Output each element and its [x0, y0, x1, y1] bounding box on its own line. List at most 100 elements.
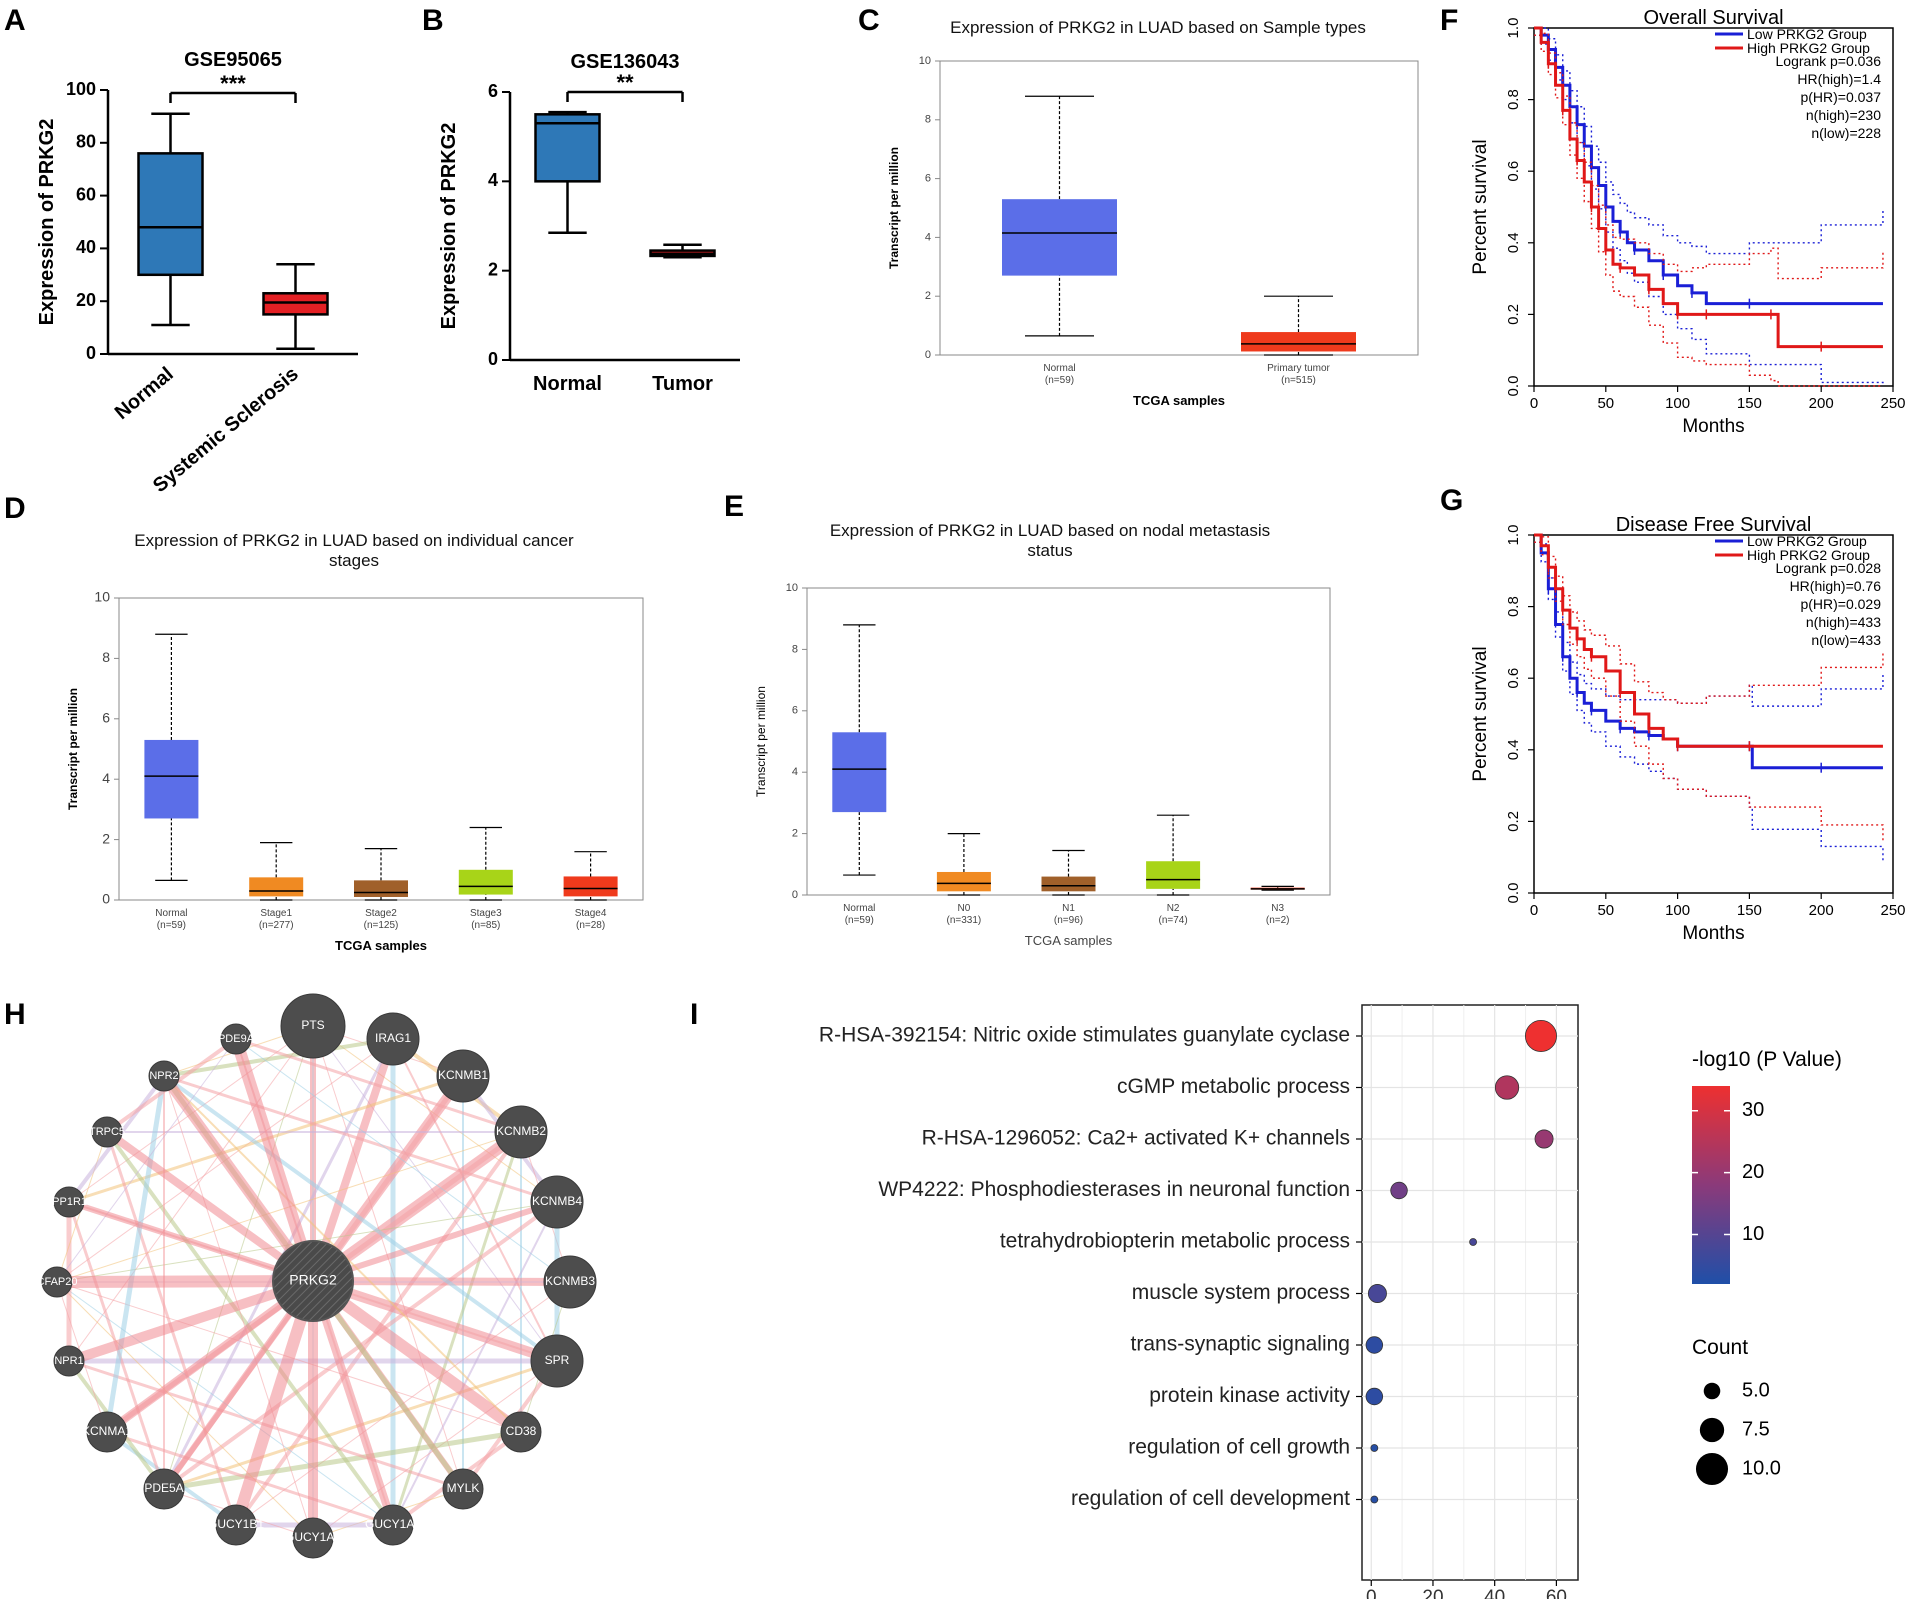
- network-node-label: CFAP20: [37, 1276, 78, 1288]
- x-tick-label: 200: [1809, 395, 1834, 412]
- x-tick-label: 0: [1530, 902, 1538, 919]
- y-tick-label: 4: [792, 766, 798, 778]
- y-tick-label: 60: [76, 184, 96, 204]
- box: [1041, 876, 1096, 892]
- network-edge: [162, 1074, 559, 1363]
- y-category-label: muscle system process: [1132, 1281, 1350, 1304]
- network-edge: [104, 1128, 316, 1285]
- data-point: [1365, 1387, 1384, 1406]
- legend-label: High PRKG2 Group: [1747, 40, 1870, 56]
- panel-letter: H: [4, 998, 26, 1031]
- network-node-label: PDE9A: [218, 1033, 255, 1045]
- y-tick-label: 2: [925, 290, 931, 302]
- box: [1241, 332, 1356, 352]
- plot-frame: [939, 60, 1419, 356]
- y-tick-label: 0.4: [1505, 739, 1522, 760]
- network-edge: [161, 1279, 316, 1491]
- y-axis-label: Percent survival: [1470, 139, 1491, 274]
- x-tick-label: 100: [1665, 902, 1690, 919]
- x-tick-label: 0: [1530, 395, 1538, 412]
- x-count-label: (n=85): [471, 920, 500, 931]
- x-category-label: Normal: [111, 363, 178, 424]
- network-node-label: PPP1R17: [45, 1196, 93, 1208]
- y-category-label: WP4222: Phosphodiesterases in neuronal f…: [878, 1178, 1350, 1201]
- network-edge: [312, 1199, 558, 1284]
- box: [1002, 199, 1117, 276]
- y-category-label: trans-synaptic signaling: [1131, 1333, 1350, 1356]
- data-point: [1494, 1075, 1520, 1100]
- y-category-label: regulation of cell growth: [1128, 1436, 1350, 1459]
- stat-label: p(HR)=0.037: [1800, 89, 1881, 105]
- stat-label: n(low)=228: [1811, 125, 1881, 141]
- x-tick-label: 50: [1597, 395, 1614, 412]
- confidence-band-lower: [1534, 34, 1884, 386]
- network-node: [53, 1345, 85, 1377]
- network-node: [148, 1060, 180, 1092]
- legend-label: Low PRKG2 Group: [1747, 26, 1867, 42]
- x-category-label: Stage2: [365, 908, 397, 919]
- network-edge: [309, 1276, 525, 1437]
- x-tick-label: 150: [1737, 902, 1762, 919]
- y-axis-label: Transcript per million: [887, 147, 901, 269]
- y-tick-label: 4: [488, 170, 498, 190]
- panel-letter: I: [690, 998, 698, 1031]
- network-node-label: PRKG2: [289, 1272, 337, 1288]
- panel-letter: C: [858, 4, 880, 37]
- x-category-label: Stage1: [260, 908, 292, 919]
- y-category-label: R-HSA-1296052: Ca2+ activated K+ channel…: [922, 1127, 1350, 1150]
- size-legend-dot: [1695, 1452, 1729, 1486]
- stat-label: n(high)=230: [1806, 107, 1881, 123]
- data-point: [1524, 1020, 1557, 1052]
- box: [534, 113, 601, 183]
- legend-label: Low PRKG2 Group: [1747, 533, 1867, 549]
- x-count-label: (n=277): [259, 920, 294, 931]
- x-axis-label: TCGA samples: [335, 938, 427, 953]
- box: [563, 876, 618, 897]
- y-tick-label: 0: [86, 343, 96, 363]
- network-edge: [68, 1199, 314, 1284]
- y-category-label: tetrahydrobiopterin metabolic process: [1000, 1230, 1350, 1253]
- network-node: [280, 993, 346, 1059]
- y-tick-label: 20: [76, 290, 96, 310]
- y-tick-label: 2: [102, 830, 110, 846]
- chart-title: Overall Survival: [1643, 7, 1783, 29]
- network-node-label: GUCY1B1: [208, 1517, 264, 1531]
- y-tick-label: 40: [76, 237, 96, 257]
- x-count-label: (n=59): [157, 920, 186, 931]
- confidence-band-lower: [1534, 34, 1883, 387]
- y-tick-label: 0: [792, 889, 798, 901]
- box: [936, 871, 991, 892]
- plot-frame: [1361, 1004, 1579, 1581]
- x-count-label: (n=331): [947, 915, 982, 926]
- box: [137, 152, 204, 277]
- network-node: [372, 1504, 414, 1546]
- x-tick-label: 0: [1366, 1587, 1377, 1599]
- y-tick-label: 0.0: [1505, 376, 1522, 397]
- size-legend-title: Count: [1692, 1336, 1748, 1359]
- network-edge: [56, 1275, 314, 1288]
- y-axis-label: Expression of PRKG2: [438, 123, 460, 330]
- x-tick-label: 150: [1737, 395, 1762, 412]
- network-node: [530, 1175, 584, 1229]
- x-category-label: Normal: [1043, 363, 1075, 374]
- network-edge: [309, 1037, 397, 1283]
- network-node-label: KCNMB3: [545, 1274, 595, 1288]
- y-tick-label: 2: [792, 828, 798, 840]
- x-tick-label: 40: [1484, 1587, 1505, 1599]
- significance-stars: **: [616, 70, 634, 95]
- x-category-label: N1: [1062, 903, 1075, 914]
- network-node-label: CD38: [506, 1424, 537, 1438]
- box: [249, 877, 304, 897]
- y-tick-label: 4: [102, 770, 110, 786]
- network-node-label: KCNMB1: [438, 1068, 488, 1082]
- x-tick-label: 250: [1880, 902, 1905, 919]
- x-axis-label: TCGA samples: [1133, 393, 1225, 408]
- x-count-label: (n=2): [1266, 915, 1290, 926]
- size-legend-label: 5.0: [1742, 1379, 1770, 1401]
- stat-label: p(HR)=0.029: [1800, 596, 1881, 612]
- panel-letter: B: [422, 4, 444, 37]
- stat-label: Logrank p=0.028: [1776, 560, 1882, 576]
- y-axis-label: Expression of PRKG2: [36, 119, 58, 326]
- network-node: [86, 1411, 128, 1453]
